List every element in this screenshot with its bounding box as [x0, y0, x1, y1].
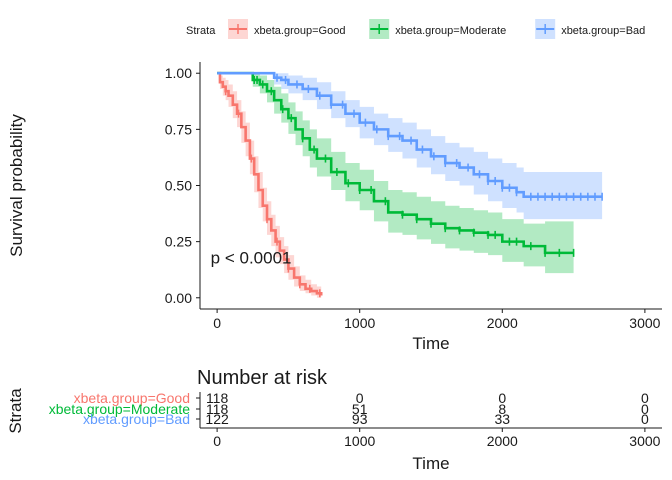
- risk-table: Number at risk xbeta.group=Good 118 0 0 0xbe…: [6, 367, 662, 473]
- risk-count: 0: [641, 401, 649, 417]
- risk-count: 93: [352, 411, 368, 427]
- risk-count: 0: [641, 411, 649, 427]
- legend-label: xbeta.group=Good: [254, 25, 345, 37]
- p-value-annotation: p < 0.0001: [211, 248, 292, 267]
- ci-band-xbeta-group-moderate: [217, 73, 574, 274]
- risk-row-label: xbeta.group=Good: [74, 390, 190, 406]
- risk-x-tick-label: 0: [213, 433, 221, 449]
- risk-x-tick-label: 2000: [487, 433, 518, 449]
- risk-row-label: xbeta.group=Bad: [83, 411, 190, 427]
- risk-x-axis-label: Time: [412, 454, 449, 473]
- risk-table-title: Number at risk: [197, 367, 328, 389]
- risk-count: 0: [498, 390, 506, 406]
- legend: Strata xbeta.group=Good xbeta.group=Moder…: [186, 19, 645, 39]
- legend-entry-xbeta-group-good: xbeta.group=Good: [228, 19, 345, 39]
- legend-entry-xbeta-group-bad: xbeta.group=Bad: [535, 19, 645, 39]
- x-axis-label: Time: [412, 334, 449, 353]
- risk-row-xbeta-group-bad: xbeta.group=Bad 122 93 33 0: [83, 411, 649, 427]
- legend-label: xbeta.group=Bad: [561, 25, 645, 37]
- risk-x-tick-label: 3000: [629, 433, 660, 449]
- legend-entry-xbeta-group-moderate: xbeta.group=Moderate: [369, 19, 506, 39]
- risk-count: 118: [206, 401, 229, 417]
- y-tick-label: 0.25: [165, 234, 192, 250]
- y-tick-label: 0.75: [165, 121, 192, 137]
- legend-label: xbeta.group=Moderate: [395, 25, 506, 37]
- risk-count: 0: [356, 390, 364, 406]
- main-plot: 0 1000 2000 3000 0.00 0.25 0.50 0.75 1.00 p < 0…: [7, 62, 662, 353]
- risk-y-axis-label: Strata: [6, 388, 25, 434]
- risk-row-xbeta-group-good: xbeta.group=Good 118 0 0 0: [74, 390, 649, 406]
- x-tick-label: 0: [213, 315, 221, 331]
- ci-band-xbeta-group-good: [217, 73, 322, 298]
- y-tick-label: 0.50: [165, 178, 192, 194]
- x-tick-label: 2000: [487, 315, 518, 331]
- risk-count: 33: [495, 411, 511, 427]
- legend-title: Strata: [186, 25, 216, 37]
- risk-row-label: xbeta.group=Moderate: [49, 401, 190, 417]
- risk-count: 8: [498, 401, 506, 417]
- risk-count: 51: [352, 401, 368, 417]
- risk-row-xbeta-group-moderate: xbeta.group=Moderate 118 51 8 0: [49, 401, 649, 417]
- survival-line-xbeta-group-bad: [217, 71, 603, 199]
- x-tick-label: 1000: [344, 315, 375, 331]
- risk-count: 118: [206, 390, 229, 406]
- risk-x-tick-label: 1000: [344, 433, 375, 449]
- y-tick-label: 1.00: [165, 65, 192, 81]
- risk-count: 122: [205, 411, 229, 427]
- risk-count: 0: [641, 390, 649, 406]
- ci-band-xbeta-group-bad: [217, 73, 603, 220]
- x-tick-label: 3000: [629, 315, 660, 331]
- y-tick-label: 0.00: [165, 290, 192, 306]
- y-axis-label: Survival probability: [7, 114, 26, 257]
